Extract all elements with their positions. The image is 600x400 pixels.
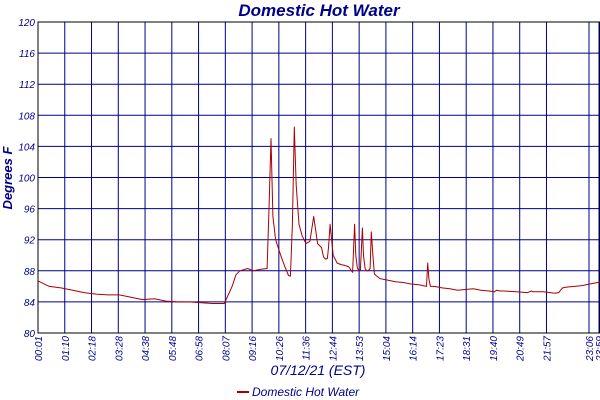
x-tick-label: 13:53 bbox=[355, 336, 366, 361]
y-tick-label: 108 bbox=[18, 111, 35, 122]
y-tick-label: 84 bbox=[24, 298, 36, 309]
x-tick-label: 04:38 bbox=[141, 336, 152, 361]
x-tick-label: 21:57 bbox=[542, 336, 553, 362]
x-tick-label: 09:16 bbox=[248, 336, 259, 361]
y-tick-label: 104 bbox=[18, 142, 35, 153]
x-tick-label: 00:01 bbox=[34, 336, 45, 361]
x-tick-label: 18:31 bbox=[462, 336, 473, 361]
y-tick-label: 116 bbox=[19, 49, 35, 60]
y-tick-label: 112 bbox=[19, 80, 35, 91]
x-tick-label: 15:04 bbox=[382, 336, 393, 361]
y-tick-label: 92 bbox=[24, 236, 36, 247]
legend-label: Domestic Hot Water bbox=[252, 385, 360, 399]
x-tick-label: 12:44 bbox=[328, 336, 339, 361]
y-tick-label: 120 bbox=[18, 18, 35, 29]
grid bbox=[37, 21, 600, 334]
x-tick-label: 11:36 bbox=[302, 336, 313, 361]
y-axis-label: Degrees F bbox=[0, 146, 15, 210]
x-tick-label: 02:18 bbox=[88, 336, 99, 361]
legend: Domestic Hot Water bbox=[237, 385, 360, 399]
y-tick-label: 80 bbox=[24, 329, 36, 340]
series-group bbox=[37, 126, 600, 304]
x-tick-label: 23:06 bbox=[585, 336, 596, 362]
x-axis: 00:01 01:10 02:18 03:28 04:38 05:48 06:58 08:07… bbox=[34, 336, 600, 362]
x-tick-label: 17:23 bbox=[435, 336, 446, 361]
y-tick-label: 88 bbox=[24, 267, 36, 278]
x-tick-label: 19:40 bbox=[489, 336, 500, 361]
x-tick-label: 23:59 bbox=[595, 336, 600, 362]
y-axis: 80 84 88 92 96 100 104 108 112 116 120 bbox=[18, 18, 35, 340]
y-tick-label: 96 bbox=[24, 205, 36, 216]
x-tick-label: 05:48 bbox=[168, 336, 179, 361]
x-tick-label: 16:14 bbox=[409, 336, 420, 361]
x-tick-label: 03:28 bbox=[114, 336, 125, 361]
x-axis-label: 07/12/21 (EST) bbox=[271, 362, 366, 378]
x-tick-label: 06:58 bbox=[195, 336, 206, 361]
y-tick-label: 100 bbox=[18, 174, 35, 185]
chart-title: Domestic Hot Water bbox=[238, 1, 401, 20]
x-tick-label: 10:26 bbox=[275, 336, 286, 361]
x-tick-label: 08:07 bbox=[221, 336, 232, 361]
x-tick-label: 01:10 bbox=[61, 336, 72, 361]
plot-frame bbox=[37, 21, 600, 334]
series-line-0 bbox=[37, 126, 600, 304]
x-tick-label: 20:49 bbox=[516, 336, 527, 362]
